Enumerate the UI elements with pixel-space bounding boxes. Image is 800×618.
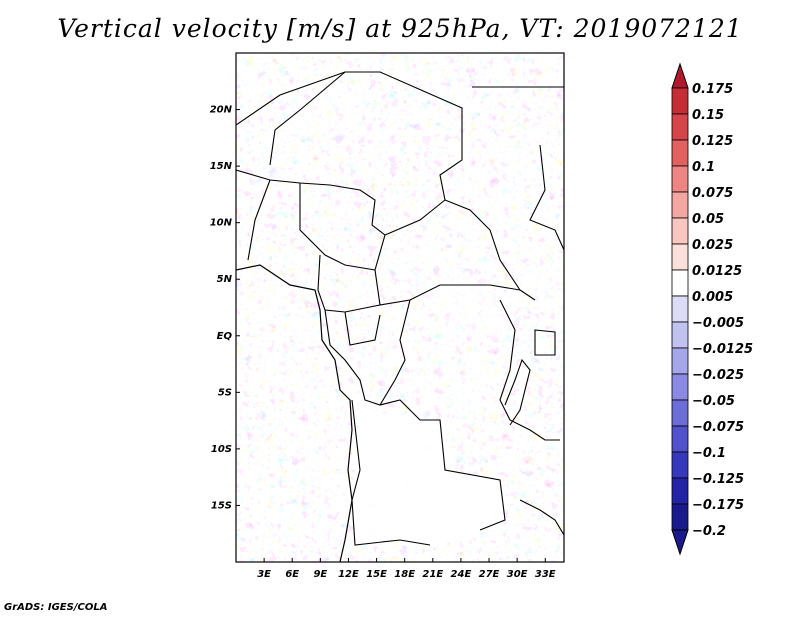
colorbar-label: 0.1	[692, 160, 715, 175]
colorbar-label: 0.025	[692, 238, 733, 253]
lat-tick-label: 20N	[210, 105, 233, 116]
lon-tick-label: 24E	[451, 569, 472, 580]
map-frame	[235, 52, 565, 563]
colorbar-segment	[671, 139, 689, 167]
lon-tick-label: 27E	[479, 569, 500, 580]
lat-tick-label: 10N	[210, 218, 233, 229]
lon-tick-label: 6E	[285, 569, 299, 580]
colorbar-label: 0.005	[692, 290, 733, 305]
colorbar-segment	[671, 451, 689, 479]
colorbar-segment	[671, 503, 689, 531]
colorbar-segment	[671, 399, 689, 427]
colorbar-label: −0.125	[692, 472, 744, 487]
colorbar-segment	[671, 191, 689, 219]
lon-tick-label: 9E	[313, 569, 327, 580]
lat-tick-label: 15S	[211, 500, 232, 511]
colorbar-label: 0.075	[692, 186, 733, 201]
colorbar-segment	[671, 87, 689, 115]
velocity-field	[236, 53, 564, 562]
lat-tick-label: 5S	[218, 387, 232, 398]
lon-tick-label: 3E	[257, 569, 271, 580]
lon-tick-label: 21E	[422, 569, 443, 580]
colorbar-segment	[671, 269, 689, 297]
colorbar-segment	[671, 347, 689, 375]
lon-tick-label: 15E	[366, 569, 387, 580]
latitude-axis: 20N 15N 10N 5N EQ 5S 10S 15S	[210, 105, 240, 511]
map-title: Vertical velocity [m/s] at 925hPa, VT: 2…	[57, 14, 743, 43]
lon-tick-label: 33E	[535, 569, 556, 580]
colorbar-label: −0.1	[692, 446, 726, 461]
country-borders	[236, 71, 564, 546]
colorbar-segment	[671, 373, 689, 401]
colorbar-segment	[671, 295, 689, 323]
colorbar-segment	[671, 165, 689, 193]
colorbar: 0.175 0.15 0.125 0.1 0.075 0.05 0.025 0.0125 0.0…	[671, 62, 753, 556]
lon-tick-label: 18E	[394, 569, 415, 580]
lat-tick-label: 5N	[217, 274, 233, 285]
colorbar-segment	[671, 477, 689, 505]
lon-tick-label: 30E	[507, 569, 528, 580]
colorbar-label: −0.025	[692, 368, 744, 383]
colorbar-segment	[671, 113, 689, 141]
coastline	[236, 264, 353, 562]
colorbar-label: 0.175	[692, 82, 733, 97]
colorbar-label: 0.15	[692, 108, 724, 123]
footer-credit: GrADS: IGES/COLA	[4, 602, 108, 613]
longitude-axis: 3E 6E 9E 12E 15E 18E 21E 24E 27E 30E 33E	[257, 558, 556, 580]
colorbar-label: −0.175	[692, 498, 744, 513]
colorbar-bottom-arrow	[671, 529, 689, 556]
colorbar-label: −0.075	[692, 420, 744, 435]
colorbar-label: −0.05	[692, 394, 735, 409]
colorbar-label: −0.0125	[692, 342, 753, 357]
colorbar-label: 0.05	[692, 212, 724, 227]
colorbar-segment	[671, 217, 689, 245]
colorbar-segment	[671, 243, 689, 271]
lat-tick-label: 15N	[210, 161, 233, 172]
colorbar-top-arrow	[671, 62, 689, 89]
lat-tick-label: EQ	[217, 331, 233, 342]
colorbar-label: 0.0125	[692, 264, 742, 279]
colorbar-segment	[671, 321, 689, 349]
lat-tick-label: 10S	[211, 444, 232, 455]
colorbar-label: 0.125	[692, 134, 733, 149]
colorbar-label: −0.2	[692, 524, 726, 539]
colorbar-segment	[671, 425, 689, 453]
colorbar-label: −0.005	[692, 316, 744, 331]
lon-tick-label: 12E	[338, 569, 359, 580]
